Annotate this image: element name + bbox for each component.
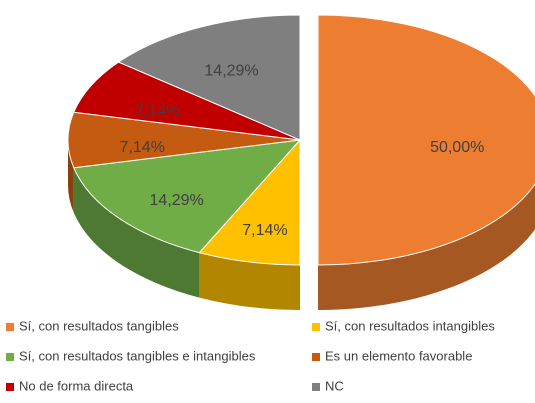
legend-swatch [6,323,14,331]
slice-side [199,252,300,310]
data-label: 7,14% [135,102,180,119]
legend-label: No de forma directa [19,378,134,393]
data-label: 7,14% [242,222,287,239]
slice [117,14,301,141]
slice [67,111,301,169]
slice-side [73,167,200,298]
legend-label: Sí, con resultados intangibles [325,318,495,333]
slice [317,14,535,266]
legend-label: Sí, con resultados tangibles [19,318,179,333]
data-label: 50,00% [430,139,484,156]
slice-side [68,140,74,213]
slice [73,139,302,254]
legend-swatch [312,383,320,391]
slice [198,138,301,266]
slice-side [318,184,535,310]
legend-label: NC [325,378,344,393]
data-label: 14,29% [150,192,204,209]
legend-label: Es un elemento favorable [325,348,472,363]
slice [73,61,301,141]
legend-swatch [6,383,14,391]
data-label: 7,14% [120,139,165,156]
data-label: 14,29% [204,63,258,80]
legend-label: Sí, con resultados tangibles e intangibl… [19,348,256,363]
legend-swatch [6,353,14,361]
legend-swatch [312,353,320,361]
legend-swatch [312,323,320,331]
